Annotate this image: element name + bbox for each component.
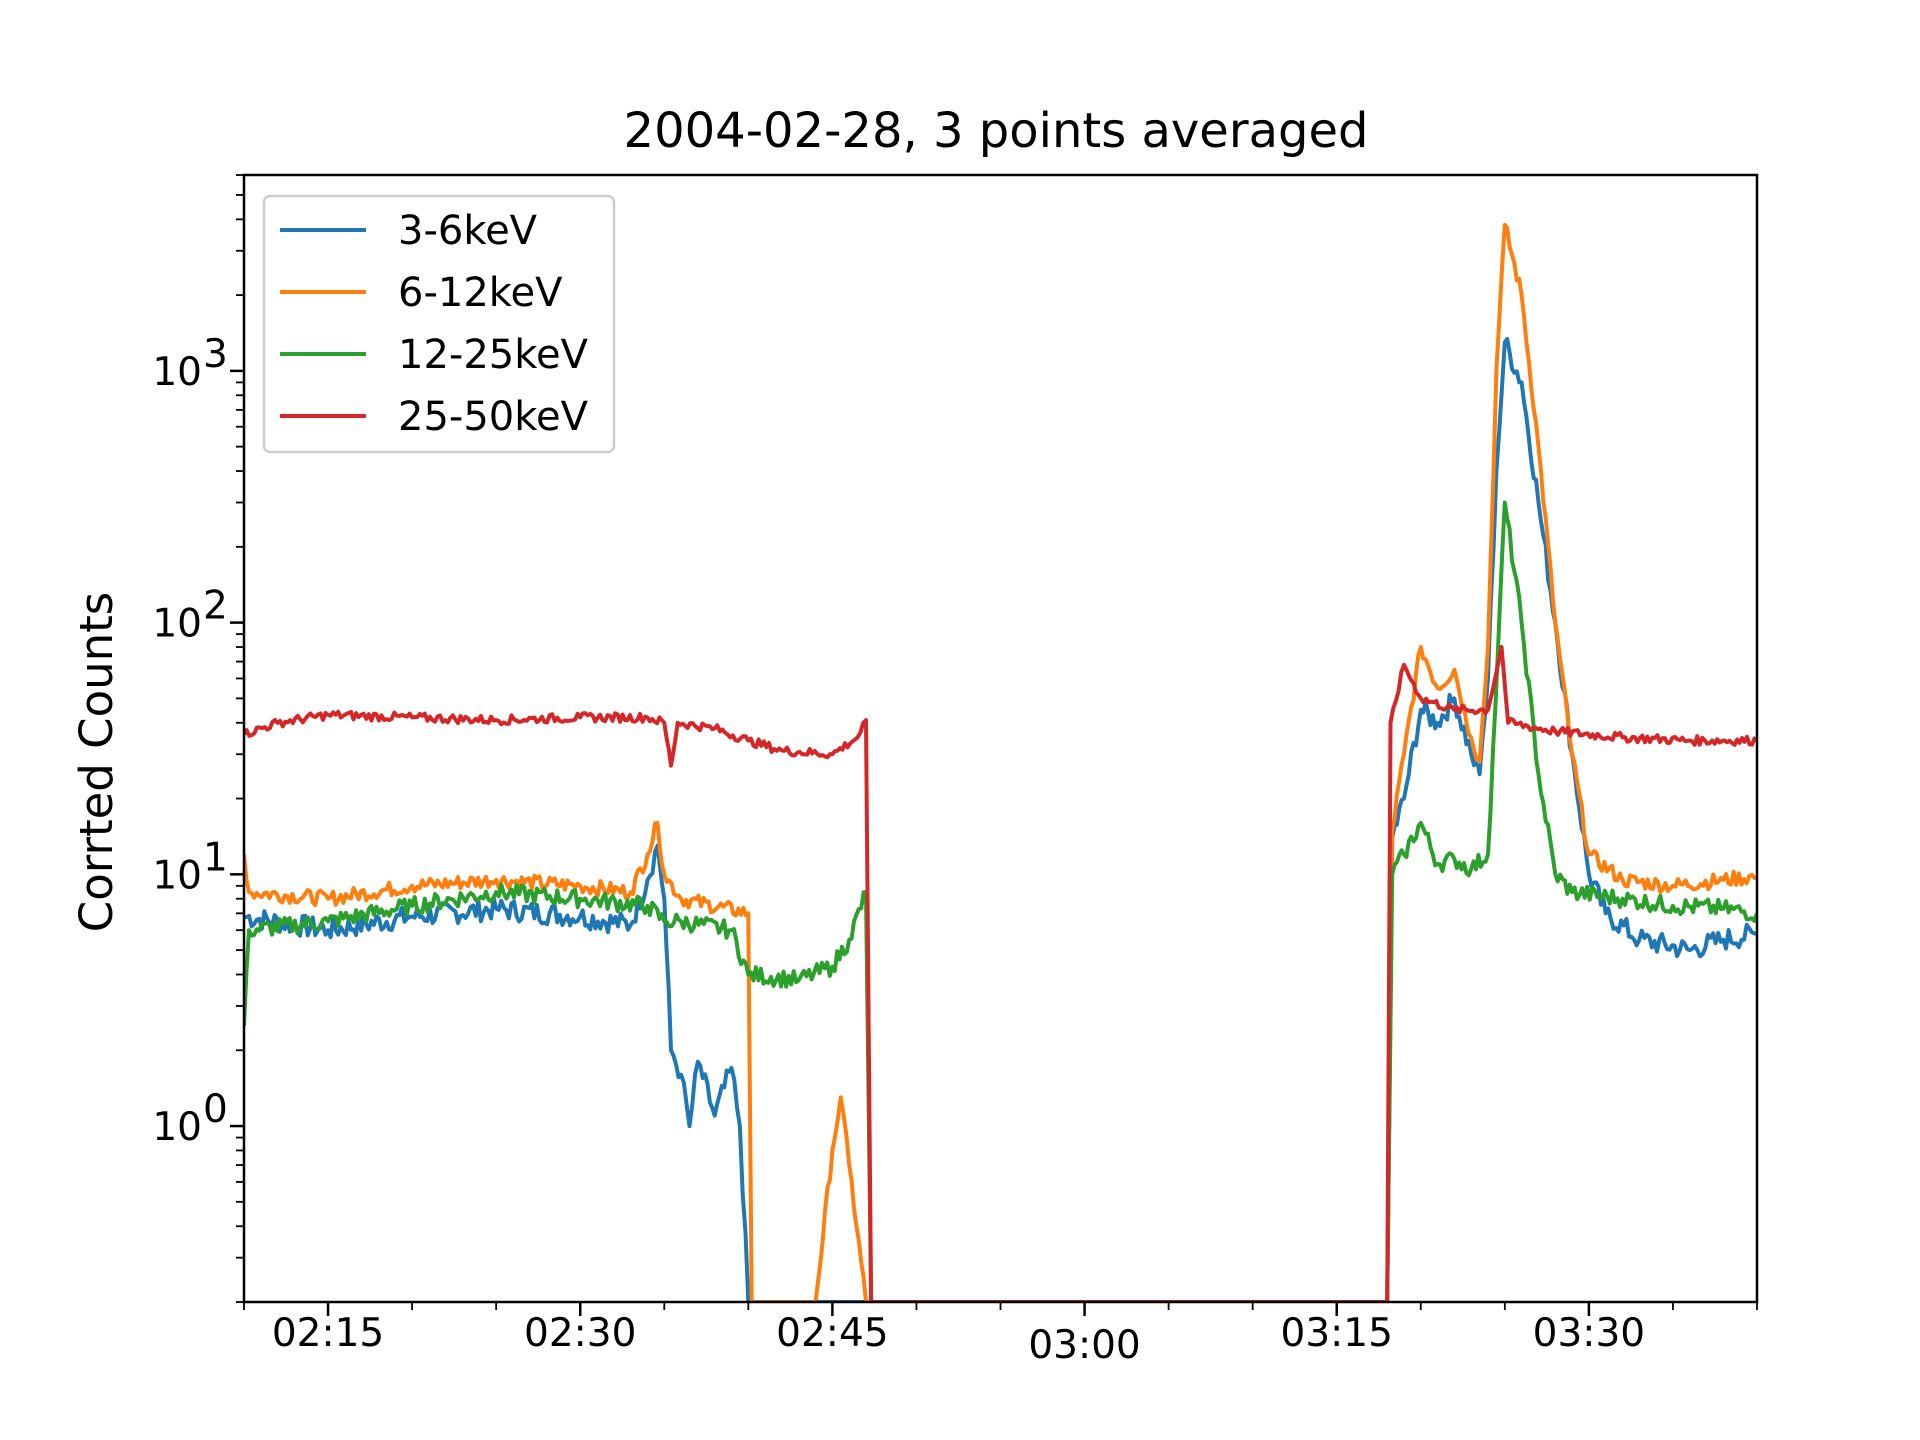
series-line-3-6kev [244, 337, 1757, 1302]
x-tick-label: 03:30 [1533, 1311, 1645, 1356]
chart-title: 2004-02-28, 3 points averaged [624, 103, 1369, 159]
y-tick-exponent: 3 [203, 332, 228, 377]
y-tick-exponent: 1 [203, 835, 228, 880]
y-tick-label: 10 [152, 602, 202, 647]
legend-label: 25-50keV [398, 394, 589, 440]
y-tick-exponent: 0 [203, 1087, 228, 1132]
y-tick-exponent: 2 [203, 584, 228, 629]
y-axis-label: Corrted Counts [70, 592, 123, 932]
x-tick-label: 02:30 [524, 1311, 636, 1356]
series-line-25-50kev [244, 645, 1757, 1302]
x-tick-label: 02:45 [776, 1311, 888, 1356]
legend-box [262, 194, 616, 454]
y-axis-label-group: Corrted Counts [70, 592, 123, 932]
y-tick-label: 10 [152, 1105, 202, 1150]
legend-label: 12-25keV [398, 332, 589, 378]
legend-label: 3-6keV [398, 208, 538, 254]
x-tick-label: 02:15 [272, 1311, 384, 1356]
x-tick-label: 03:15 [1281, 1311, 1393, 1356]
plot-area [244, 222, 1757, 1302]
x-axis-ticks: 02:15 02:30 02:45 03:00 03:15 03:30 [243, 1302, 1758, 1368]
y-tick-label: 10 [152, 853, 202, 898]
series-line-12-25kev [244, 500, 1757, 1302]
legend-label: 6-12keV [398, 270, 563, 316]
y-tick-label: 10 [152, 350, 202, 395]
legend: 3-6keV 6-12keV 12-25keV 25-50keV [262, 194, 616, 454]
x-tick-label: 03:00 [1028, 1323, 1140, 1368]
